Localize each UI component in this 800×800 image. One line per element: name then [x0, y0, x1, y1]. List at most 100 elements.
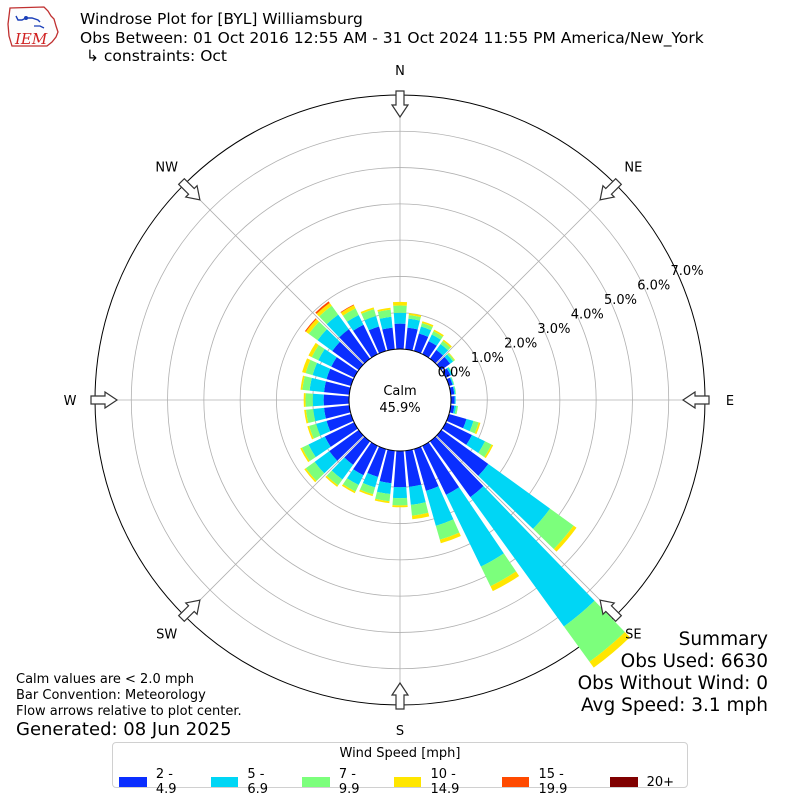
radial-tick-label: 4.0%: [571, 308, 604, 323]
wind-bar-segment-160-3: [439, 532, 461, 544]
wind-bar-segment-0-3: [392, 301, 408, 306]
ring-gridline: [167, 167, 633, 633]
wind-bar-segment-330-4: [340, 304, 354, 313]
wind-bar-segment-130-2: [533, 508, 574, 550]
legend-swatch: [501, 777, 530, 787]
wind-bar-segment-340-1: [364, 316, 380, 331]
legend-label: 10 - 14.9: [430, 767, 460, 797]
wind-bar-segment-0-0: [394, 323, 406, 350]
wind-bar-segment-320-3: [316, 302, 332, 317]
radial-gridline: [435, 435, 616, 616]
wind-bar-segment-40-0: [429, 349, 444, 364]
chart-constraints: ↳ constraints: Oct: [86, 47, 227, 65]
chart-title: Windrose Plot for [BYL] Williamsburg: [80, 10, 363, 28]
wind-bar-segment-10-2: [408, 314, 421, 321]
wind-bar-segment-10-1: [407, 318, 420, 330]
wind-bar-segment-260-0: [324, 405, 351, 419]
wind-bar-segment-210-3: [341, 484, 356, 494]
summary-obs-without-wind: Obs Without Wind: 0: [577, 673, 768, 694]
direction-label-e: E: [726, 394, 734, 409]
ring-gridline: [203, 203, 597, 597]
wind-bar-segment-330-0: [353, 324, 378, 358]
wind-bar-segment-190-2: [375, 491, 391, 502]
legend-item: 20+: [609, 767, 674, 797]
wind-bar-segment-140-0: [429, 436, 484, 498]
direction-label-n: N: [395, 64, 405, 79]
wind-bar-segment-310-0: [332, 341, 364, 371]
wind-bar-segment-10-3: [408, 313, 422, 318]
wind-bar-segment-50-0: [436, 356, 451, 371]
wind-bar-segment-250-2: [309, 423, 321, 439]
radial-tick-label: 2.0%: [504, 337, 537, 352]
wind-bar-segment-100-1: [452, 405, 457, 414]
wind-bar-segment-0-2: [393, 305, 407, 313]
wind-bar-segment-30-3: [433, 329, 444, 337]
wind-bar-segment-80-2: [454, 386, 457, 395]
wind-bar-segment-230-0: [329, 429, 364, 461]
direction-label-w: W: [64, 394, 77, 409]
legend-label: 15 - 19.9: [538, 767, 568, 797]
flow-arrow-nw: [177, 177, 201, 201]
wind-bar-segment-260-3: [304, 409, 309, 424]
wind-bar-segment-320-1: [326, 314, 349, 338]
wind-bar-segment-0-1: [393, 312, 407, 324]
wind-bar-segment-340-0: [368, 326, 387, 354]
wind-bar-segment-340-3: [360, 307, 375, 314]
wind-bar-segment-250-1: [316, 420, 331, 436]
wind-bar-segment-30-0: [422, 341, 437, 358]
wind-bar-segment-80-1: [452, 386, 456, 395]
wind-bar-segment-190-1: [376, 481, 392, 495]
ring-gridline: [276, 276, 524, 524]
flow-arrow-e: [681, 390, 710, 410]
logo-text: IEM: [14, 30, 48, 48]
radial-tick-label: 1.0%: [471, 351, 504, 366]
wind-bar-segment-270-1: [312, 393, 324, 407]
wind-bar-segment-60-1: [446, 367, 453, 376]
radial-tick-label: 0.0%: [438, 365, 471, 380]
wind-bar-segment-210-1: [346, 469, 364, 486]
wind-bar-segment-190-3: [374, 498, 390, 504]
wind-bar-segment-110-0: [446, 413, 467, 429]
direction-label-nw: NW: [155, 161, 178, 176]
flow-arrow-n: [390, 90, 410, 119]
iem-logo: IEM: [4, 4, 66, 50]
summary-avg-speed: Avg Speed: 3.1 mph: [580, 695, 768, 716]
wind-bar-segment-290-0: [326, 368, 354, 387]
note-flow-arrows: Flow arrows relative to plot center.: [16, 704, 242, 719]
wind-bar-segment-300-0: [331, 357, 358, 378]
wind-bar-segment-290-2: [305, 359, 318, 376]
legend-item: 15 - 19.9: [501, 767, 597, 797]
wind-bar-segment-60-0: [442, 368, 451, 378]
legend-item: 10 - 14.9: [393, 767, 489, 797]
chart-subtitle: Obs Between: 01 Oct 2016 12:55 AM - 31 O…: [80, 29, 704, 47]
ring-gridline: [130, 130, 670, 670]
wind-bar-segment-180-0: [393, 450, 407, 488]
wind-bar-segment-330-2: [342, 308, 359, 322]
ring-gridline: [239, 239, 561, 561]
wind-bar-segment-40-2: [440, 341, 451, 351]
flow-arrow-w: [90, 390, 119, 410]
legend: Wind Speed [mph] 2 - 4.9 5 - 6.9 7 - 9.9 10…: [112, 742, 688, 797]
wind-bar-segment-290-3: [302, 358, 311, 374]
wind-bar-segment-100-2: [454, 405, 458, 415]
wind-bar-segment-200-0: [367, 446, 387, 477]
wind-bar-segment-350-0: [382, 327, 395, 351]
wind-bar-segment-180-2: [392, 497, 408, 506]
wind-bar-segment-180-1: [392, 487, 408, 499]
direction-label-ne: NE: [624, 161, 642, 176]
wind-bar-segment-30-2: [431, 331, 443, 340]
wind-bar-segment-240-2: [301, 444, 316, 462]
wind-bar-segment-40-3: [442, 339, 452, 348]
legend-item: 2 - 4.9: [119, 767, 198, 797]
radial-gridline: [184, 184, 365, 365]
flow-arrow-s: [390, 681, 410, 710]
wind-bar-segment-220-1: [331, 457, 354, 480]
legend-title: Wind Speed [mph]: [339, 746, 461, 761]
wind-bar-segment-110-3: [474, 422, 481, 435]
wind-bar-segment-230-2: [305, 461, 325, 481]
wind-bar-segment-10-0: [405, 327, 418, 351]
wind-bar-segment-200-2: [359, 482, 376, 495]
generated-date: Generated: 08 Jun 2025: [16, 719, 232, 740]
wind-bar-segment-170-2: [410, 502, 429, 516]
legend-swatch: [609, 777, 638, 787]
